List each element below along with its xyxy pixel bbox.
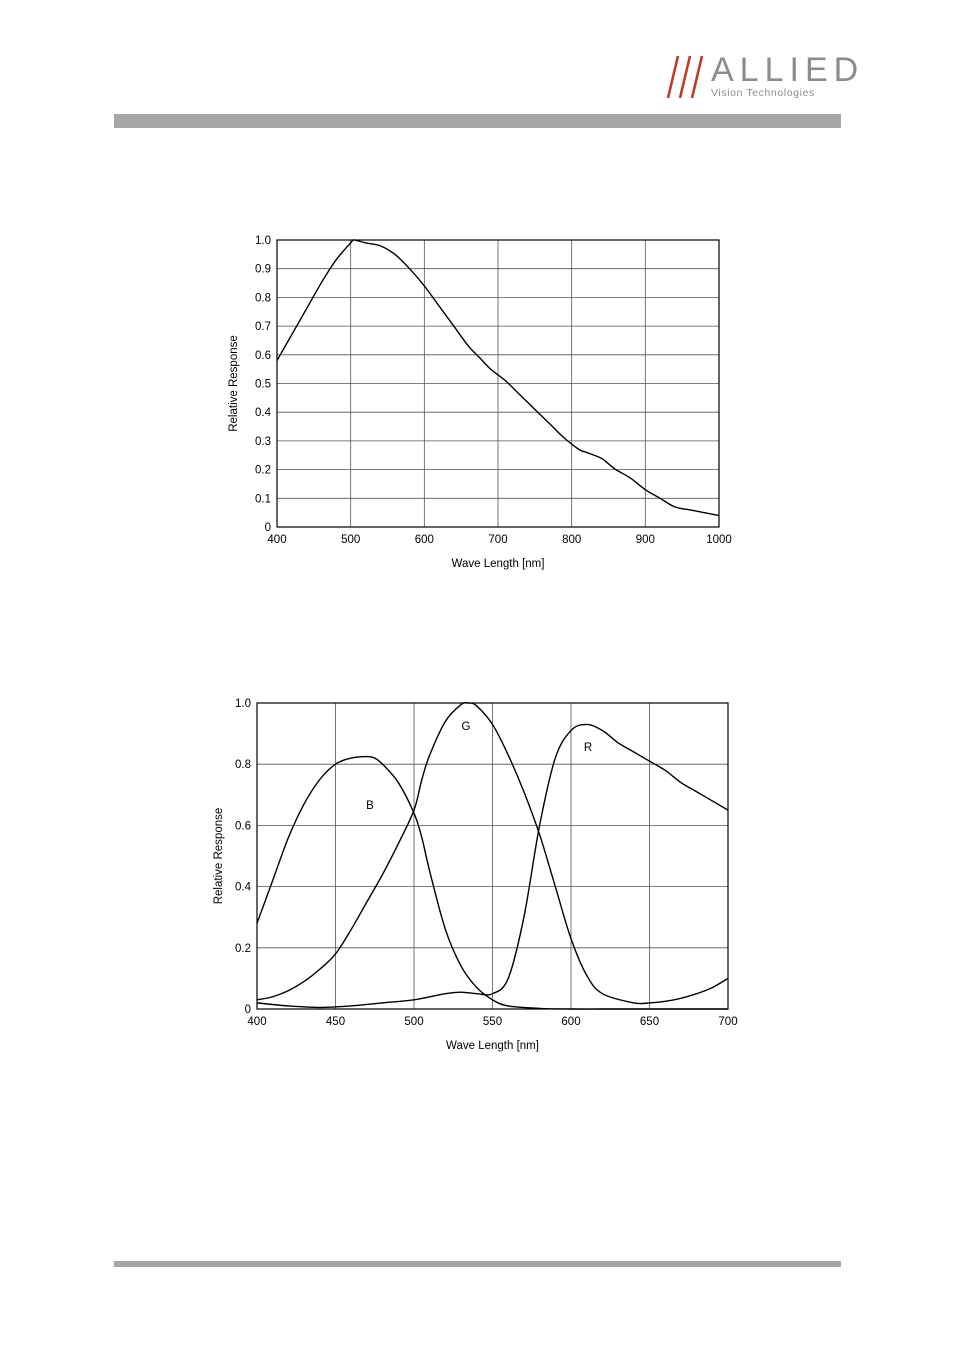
mono-spectral-chart: 400 500 600 700 800 900 1000 0 0.1 0.2 0.3 0.4 0.5 0.… <box>222 222 742 578</box>
y-tick-label: 0.9 <box>255 264 271 276</box>
mono-spectral-chart-svg: 400 500 600 700 800 900 1000 0 0.1 0.2 0.3 0.4 0.5 0.… <box>228 235 732 570</box>
logo-subtitle: Vision Technologies <box>711 87 815 99</box>
y-tick-label: 0.4 <box>235 882 252 894</box>
logo-wordmark: ALLIED <box>711 51 865 89</box>
y-tick-label: 0.7 <box>255 321 271 333</box>
y-tick-label: 0.8 <box>255 292 271 304</box>
series-line-b <box>256 755 728 1010</box>
x-tick-label: 450 <box>326 1016 345 1028</box>
plot-frame <box>276 239 720 528</box>
x-axis-label: Wave Length [nm] <box>452 558 545 570</box>
allied-logo: ALLIED Vision Technologies <box>664 51 858 100</box>
x-tick-label: 700 <box>718 1016 737 1028</box>
x-tick-label: 400 <box>247 1016 266 1028</box>
y-tick-label: 0 <box>265 522 271 534</box>
x-tick-label: 500 <box>341 534 360 546</box>
x-tick-label: 550 <box>483 1016 502 1028</box>
x-tick-label: 800 <box>562 534 581 546</box>
series-line-g <box>256 701 729 1005</box>
x-tick-label: 1000 <box>706 534 732 546</box>
y-tick-label: 0.8 <box>235 759 251 771</box>
curve-label-r: R <box>584 742 592 754</box>
y-tick-label: 0.1 <box>255 493 271 505</box>
x-tick-label: 600 <box>561 1016 580 1028</box>
y-tick-label: 0.3 <box>255 436 271 448</box>
y-tick-label: 0.2 <box>255 465 271 477</box>
y-tick-label: 0.4 <box>255 407 272 419</box>
logo-slashes-icon <box>666 55 704 99</box>
y-axis-label: Relative Response <box>213 808 225 905</box>
y-tick-label: 1.0 <box>235 698 251 710</box>
y-tick-label: 0.6 <box>235 820 251 832</box>
color-spectral-chart-svg: 400 450 500 550 600 650 700 0 0.2 0.4 0.6 0.8 1.0 Wav… <box>213 698 738 1052</box>
y-tick-label: 1.0 <box>255 235 271 247</box>
x-tick-label: 900 <box>636 534 655 546</box>
x-tick-label: 500 <box>404 1016 423 1028</box>
x-tick-label: 600 <box>415 534 434 546</box>
y-axis-label: Relative Response <box>228 335 240 432</box>
curve-label-g: G <box>462 721 471 733</box>
header-rule <box>114 114 841 128</box>
y-tick-label: 0.6 <box>255 350 271 362</box>
plot-frame <box>256 702 729 1010</box>
y-tick-label: 0.5 <box>255 379 271 391</box>
curve-label-b: B <box>366 800 374 812</box>
y-tick-label: 0.2 <box>235 943 251 955</box>
footer-rule <box>114 1261 841 1267</box>
y-tick-label: 0 <box>245 1004 251 1016</box>
series-line-r <box>256 723 729 1009</box>
x-tick-label: 700 <box>488 534 507 546</box>
x-tick-label: 650 <box>640 1016 659 1028</box>
x-tick-label: 400 <box>267 534 286 546</box>
color-spectral-chart: 400 450 500 550 600 650 700 0 0.2 0.4 0.6 0.8 1.0 Wav… <box>200 683 745 1063</box>
x-axis-label: Wave Length [nm] <box>446 1040 539 1052</box>
series-line <box>276 239 720 517</box>
